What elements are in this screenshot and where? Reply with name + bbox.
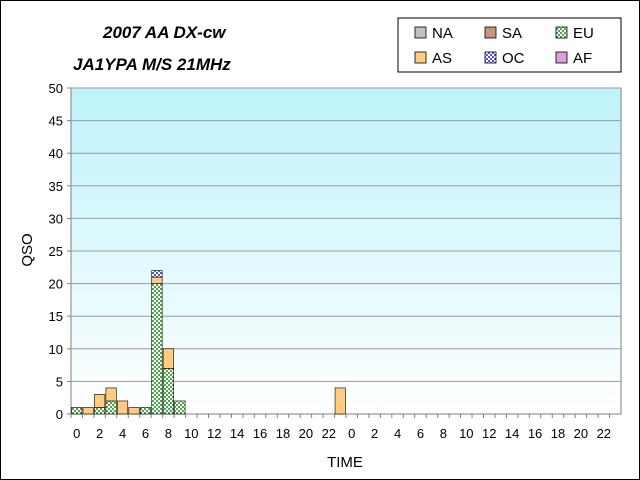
x-tick-label: 0 — [348, 426, 355, 441]
legend-label-eu: EU — [573, 25, 594, 42]
x-tick-label: 8 — [440, 426, 447, 441]
y-axis-ticks: 0 5 10 15 20 25 30 35 40 45 50 — [49, 81, 71, 422]
chart-title-line-1: 2007 AA DX-cw — [102, 23, 227, 42]
x-tick-label: 8 — [165, 426, 172, 441]
x-tick-label: 20 — [574, 426, 588, 441]
bar-segment-eu — [94, 407, 106, 415]
y-tick-label: 40 — [49, 146, 63, 161]
bar-segment-eu — [71, 407, 83, 415]
y-tick-label: 20 — [49, 277, 63, 292]
x-tick-label: 12 — [207, 426, 221, 441]
x-tick-label: 6 — [417, 426, 424, 441]
x-tick-label: 16 — [528, 426, 542, 441]
bar-segment-as — [94, 394, 106, 408]
legend-label-sa: SA — [502, 25, 522, 42]
y-tick-label: 35 — [49, 179, 63, 194]
legend-label-as: AS — [432, 50, 452, 67]
x-tick-label: 2 — [96, 426, 103, 441]
legend: NA SA EU AS OC AF — [397, 17, 622, 73]
y-tick-label: 30 — [49, 211, 63, 226]
x-tick-label: 14 — [230, 426, 244, 441]
x-tick-label: 4 — [119, 426, 126, 441]
y-tick-label: 10 — [49, 342, 63, 357]
x-tick-label: 10 — [459, 426, 473, 441]
x-tick-label: 14 — [505, 426, 519, 441]
x-tick-label: 18 — [551, 426, 565, 441]
legend-label-oc: OC — [502, 50, 525, 67]
bar-segment-as — [82, 407, 94, 415]
legend-box — [397, 17, 622, 73]
bar-segment-eu — [151, 283, 163, 415]
chart-title-line-2: JA1YPA M/S 21MHz — [73, 55, 231, 74]
x-tick-label: 12 — [482, 426, 496, 441]
legend-label-na: NA — [432, 25, 453, 42]
x-tick-label: 2 — [371, 426, 378, 441]
legend-swatch-na — [414, 26, 427, 39]
bar-segment-as — [334, 387, 346, 415]
y-tick-label: 5 — [56, 374, 63, 389]
gridlines — [71, 87, 621, 382]
legend-swatch-oc — [484, 51, 497, 64]
bar-segment-as — [128, 407, 140, 415]
x-tick-label: 22 — [322, 426, 336, 441]
x-tick-label: 0 — [73, 426, 80, 441]
legend-swatch-as — [414, 51, 427, 64]
x-tick-label: 6 — [142, 426, 149, 441]
bars — [71, 270, 346, 415]
y-tick-label: 25 — [49, 244, 63, 259]
x-axis-ticks: 0 2 4 6 8 10 12 14 16 18 20 22 0 2 4 6 8 10 12 14 16 18 20 22 — [70, 414, 611, 441]
bar-segment-as — [117, 400, 129, 415]
x-tick-label: 10 — [184, 426, 198, 441]
y-tick-label: 15 — [49, 309, 63, 324]
bar-segment-oc — [151, 270, 163, 278]
bar-segment-eu — [162, 368, 174, 415]
bar-segment-eu — [174, 400, 186, 415]
x-axis-label: TIME — [327, 454, 363, 471]
bar-segment-as — [162, 348, 174, 369]
x-tick-label: 22 — [597, 426, 611, 441]
legend-swatch-eu — [555, 26, 568, 39]
y-axis-label: QSO — [19, 233, 36, 266]
legend-swatch-af — [555, 51, 568, 64]
x-tick-label: 4 — [394, 426, 401, 441]
legend-swatch-sa — [484, 26, 497, 39]
bar-segment-as — [105, 387, 117, 402]
y-tick-label: 0 — [56, 407, 63, 422]
bar-segment-eu — [105, 400, 117, 415]
x-tick-label: 20 — [299, 426, 313, 441]
y-tick-label: 50 — [49, 81, 63, 96]
bar-segment-eu — [139, 407, 152, 415]
legend-label-af: AF — [573, 50, 592, 67]
x-tick-label: 18 — [276, 426, 290, 441]
y-tick-label: 45 — [49, 114, 63, 129]
bar-segment-as — [151, 276, 163, 284]
x-tick-label: 16 — [253, 426, 267, 441]
